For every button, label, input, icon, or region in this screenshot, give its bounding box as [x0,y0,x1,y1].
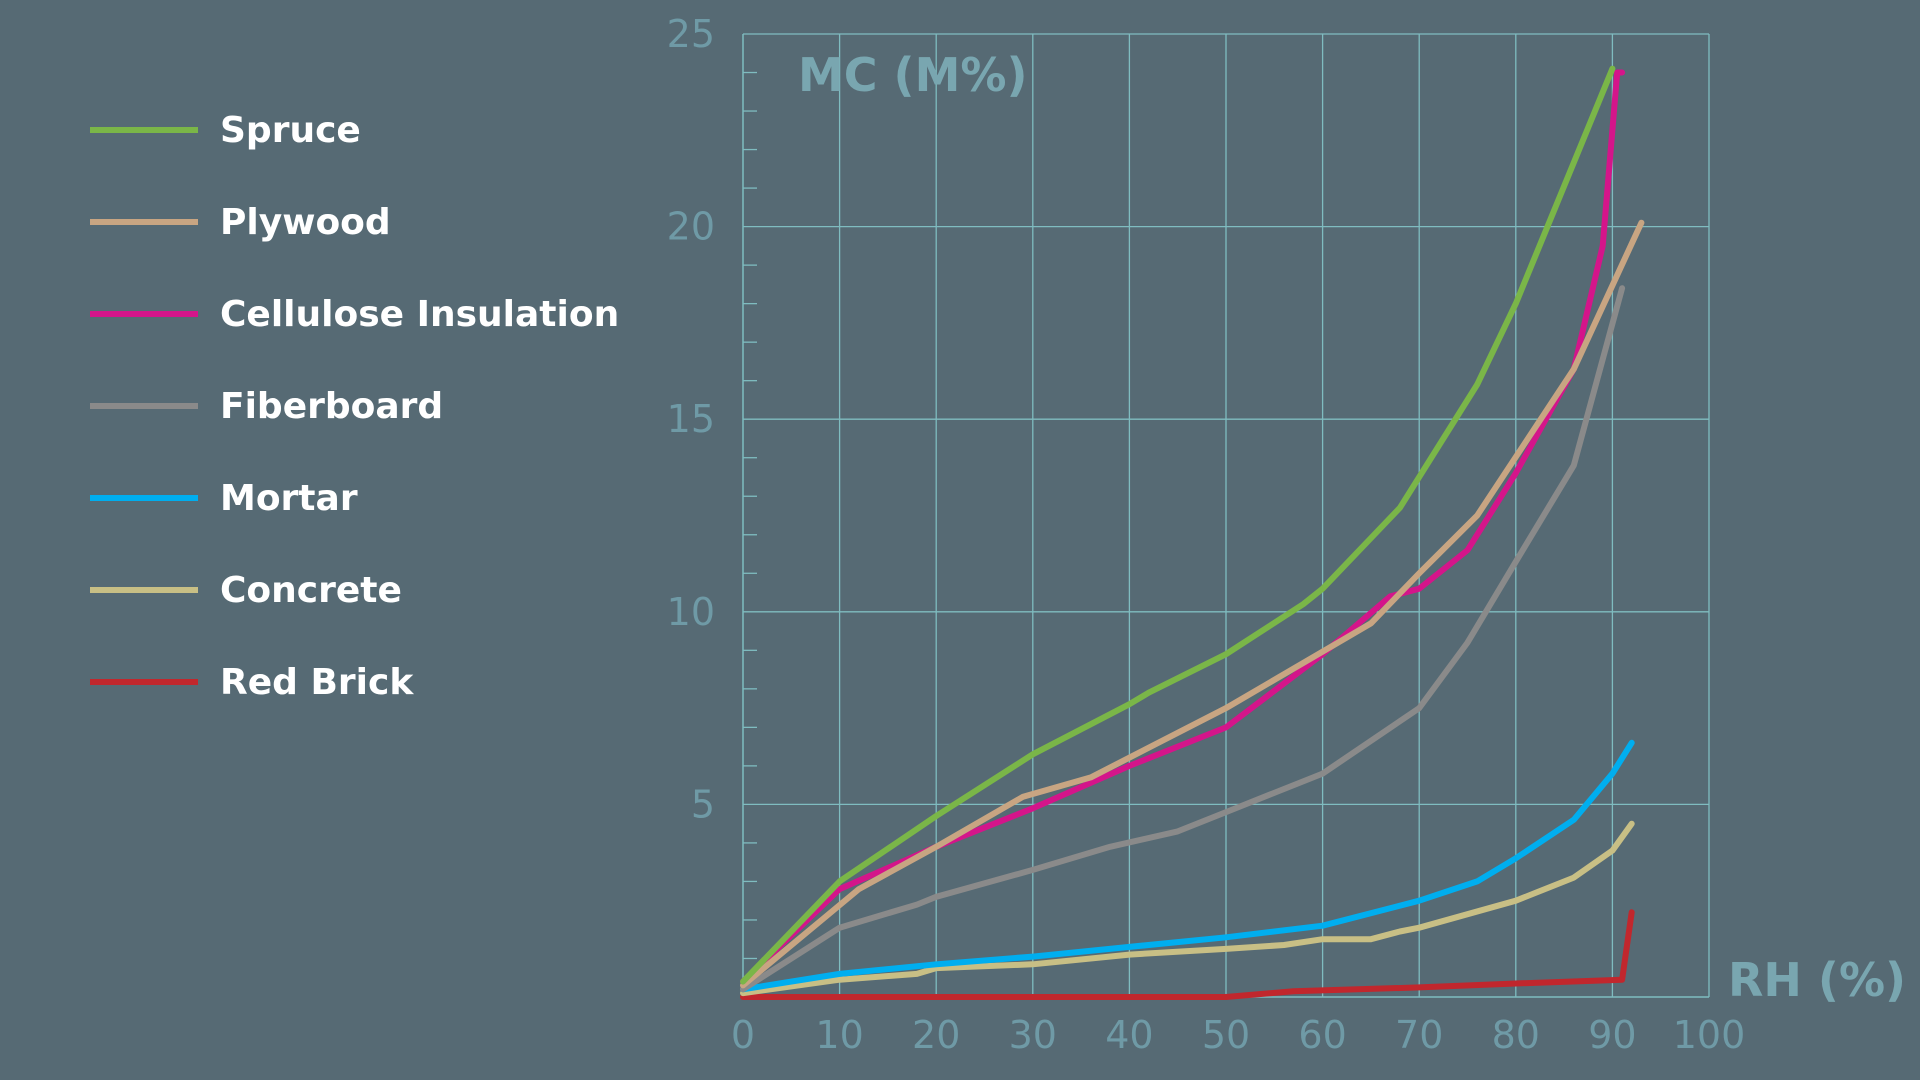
series-line-red-brick [740,909,1635,1000]
y-tick-label: 5 [691,782,715,826]
legend-label: Spruce [220,109,361,151]
x-tick-label: 30 [1009,1013,1057,1057]
y-tick-label: 10 [667,590,715,634]
legend-item: Plywood [90,192,690,252]
x-tick-label: 10 [815,1013,863,1057]
x-tick-label: 70 [1395,1013,1443,1057]
y-axis-label: MC (M%) [798,48,1027,102]
legend-label: Mortar [220,477,358,519]
legend-swatch [90,127,198,133]
x-tick-label: 90 [1588,1013,1636,1057]
legend-label: Concrete [220,569,402,611]
legend-item: Fiberboard [90,376,690,436]
x-axis-label: RH (%) [1728,953,1906,1007]
legend-label: Plywood [220,201,391,243]
legend-label: Cellulose Insulation [220,293,620,335]
series-line-fiberboard [740,285,1626,993]
legend-item: Mortar [90,468,690,528]
x-tick-label: 0 [731,1013,755,1057]
legend-swatch [90,587,198,593]
series-line-spruce [740,65,1616,985]
series-line-cellulose-insulation [740,69,1626,985]
x-tick-label: 100 [1673,1013,1746,1057]
series-line-mortar [740,739,1635,993]
legend-swatch [90,495,198,501]
series-line-plywood [740,219,1645,989]
legend-item: Red Brick [90,652,690,712]
x-tick-label: 80 [1492,1013,1540,1057]
legend-swatch [90,311,198,317]
x-tick-label: 40 [1105,1013,1153,1057]
y-tick-label: 25 [667,12,715,56]
legend-swatch [90,219,198,225]
legend-label: Fiberboard [220,385,444,427]
x-tick-label: 60 [1298,1013,1346,1057]
y-tick-label: 20 [667,205,715,249]
legend-item: Spruce [90,100,690,160]
legend-item: Cellulose Insulation [90,284,690,344]
legend-item: Concrete [90,560,690,620]
y-tick-label: 15 [667,397,715,441]
legend-swatch [90,403,198,409]
legend-label: Red Brick [220,661,414,703]
legend-swatch [90,679,198,685]
series-line-concrete [740,820,1635,997]
x-tick-label: 50 [1202,1013,1250,1057]
x-tick-label: 20 [912,1013,960,1057]
